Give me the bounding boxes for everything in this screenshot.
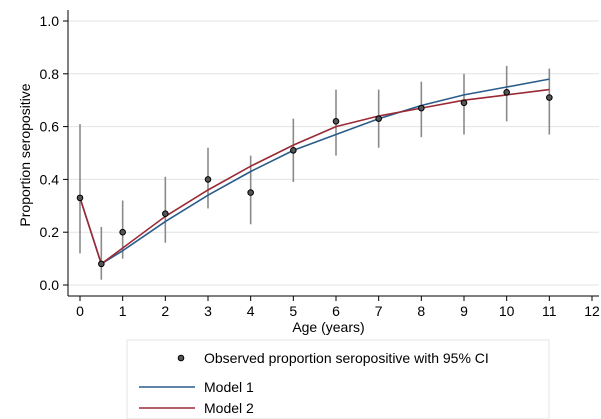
model-line-2 [79, 88, 550, 266]
y-tick-label: 1.0 [40, 13, 60, 29]
x-tick-label: 11 [542, 303, 557, 319]
observed-point [460, 99, 468, 107]
observed-point [204, 176, 212, 183]
y-tick-label: 0.6 [40, 119, 60, 135]
x-tick-label: 6 [332, 303, 340, 319]
y-axis-ticks: 0.0 0.2 0.4 0.6 0.8 1.0 [40, 13, 68, 293]
x-tick-label: 5 [289, 303, 297, 319]
model-lines [79, 78, 550, 266]
model-line-1 [79, 78, 550, 266]
x-axis-title: Age (years) [292, 319, 364, 335]
observed-point [546, 94, 553, 101]
observed-point [162, 210, 169, 218]
axes [67, 10, 599, 297]
observed-point [375, 115, 382, 122]
x-tick-label: 9 [460, 303, 468, 319]
legend-label-model-2: Model 2 [204, 400, 254, 416]
x-axis-ticks: 0 1 2 3 4 5 6 7 8 9 10 11 12 [76, 296, 600, 319]
x-tick-label: 1 [119, 303, 127, 319]
legend-label-model-1: Model 1 [204, 379, 254, 395]
observed-point [119, 228, 126, 236]
legend-box [126, 339, 550, 419]
y-tick-label: 0.0 [40, 277, 60, 293]
x-tick-label: 2 [161, 303, 169, 319]
legend: Observed proportion seropositive with 95… [126, 339, 550, 419]
legend-marker-observed [177, 354, 185, 362]
legend-label-observed: Observed proportion seropositive with 95… [204, 350, 489, 366]
observed-point [418, 104, 425, 112]
observed-point [290, 147, 297, 154]
y-tick-label: 0.4 [40, 171, 60, 187]
gridlines [68, 20, 599, 286]
x-tick-label: 12 [584, 303, 600, 319]
observed-point [503, 88, 510, 96]
x-tick-label: 3 [204, 303, 212, 319]
x-tick-label: 8 [417, 303, 425, 319]
observed-point [247, 189, 254, 196]
x-tick-label: 10 [499, 303, 515, 319]
x-tick-label: 0 [76, 303, 84, 319]
x-tick-label: 7 [375, 303, 383, 319]
observed-point [332, 118, 340, 125]
y-tick-label: 0.8 [40, 66, 60, 82]
observed-point [76, 194, 84, 202]
observed-point [98, 260, 105, 268]
x-tick-label: 4 [247, 303, 255, 319]
y-tick-label: 0.2 [40, 224, 60, 240]
observed-points [76, 88, 553, 268]
y-axis-title: Proportion seropositive [17, 83, 33, 226]
